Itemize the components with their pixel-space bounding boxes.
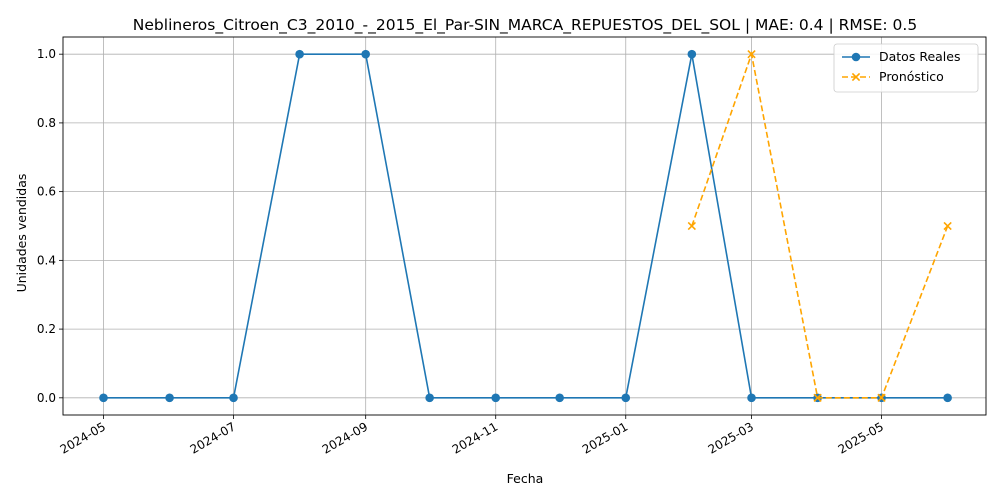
x-tick-label: 2024-11 <box>450 419 500 456</box>
legend-box <box>833 43 979 93</box>
y-tick-label: 0.4 <box>37 253 56 267</box>
data-point <box>747 50 756 59</box>
series-line <box>103 53 948 399</box>
data-point <box>295 49 304 59</box>
legend-marker <box>851 52 861 62</box>
series-actual <box>99 49 952 403</box>
y-tick-label: 0.2 <box>37 322 56 336</box>
x-axis: 2024-05 2024-07 2024-09 2024-11 2025-01 2025-… <box>58 415 886 457</box>
y-tick-label: 0.8 <box>37 116 56 130</box>
data-point <box>491 393 501 403</box>
plot-frame <box>62 36 987 416</box>
data-point <box>687 221 696 231</box>
x-tick-label: 2024-09 <box>320 419 370 456</box>
data-point <box>99 393 108 403</box>
series-layer <box>99 49 952 403</box>
data-point <box>943 393 952 403</box>
series-line <box>691 51 949 399</box>
legend-marker <box>851 72 861 82</box>
series-forecast <box>687 50 952 402</box>
y-tick-label: 1.0 <box>37 47 56 61</box>
legend-label: Datos Reales <box>879 49 960 64</box>
x-tick-label: 2024-07 <box>188 419 238 456</box>
data-point <box>943 221 952 231</box>
x-axis-label: Fecha <box>507 471 544 486</box>
chart-title: Neblineros_Citroen_C3_2010_-_2015_El_Par… <box>133 16 917 35</box>
y-axis-label: Unidades vendidas <box>14 174 29 293</box>
y-axis: 0.0 0.2 0.4 0.6 0.8 1.0 <box>37 47 63 405</box>
legend-label: Pronóstico <box>879 69 944 84</box>
data-point <box>813 393 822 402</box>
data-point <box>229 393 238 403</box>
data-point <box>555 393 564 403</box>
x-tick-label: 2025-01 <box>580 419 630 456</box>
legend: Datos Reales Pronóstico <box>833 43 979 93</box>
y-tick-label: 0.0 <box>37 391 56 405</box>
data-point <box>425 393 434 403</box>
grid <box>63 37 986 415</box>
y-tick-label: 0.6 <box>37 185 56 199</box>
x-tick-label: 2025-05 <box>836 419 886 456</box>
x-tick-label: 2025-03 <box>706 419 756 456</box>
data-point <box>687 49 697 59</box>
data-point <box>877 393 886 402</box>
data-point <box>361 49 370 59</box>
legend-item: Pronóstico <box>842 69 944 84</box>
data-point <box>621 393 631 403</box>
data-point <box>747 393 756 403</box>
legend-item: Datos Reales <box>842 49 960 64</box>
data-point <box>165 393 174 403</box>
x-tick-label: 2024-05 <box>58 419 108 456</box>
